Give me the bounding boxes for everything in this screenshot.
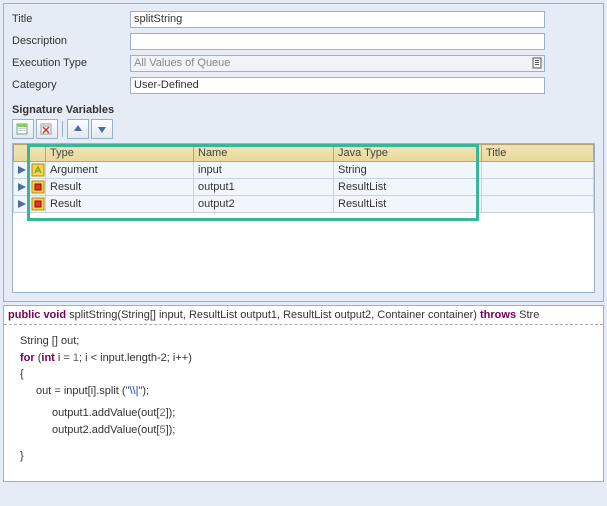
execution-type-label: Execution Type	[12, 57, 130, 69]
description-input[interactable]	[130, 33, 545, 50]
cell-title	[482, 179, 594, 196]
col-javatype[interactable]: Java Type	[334, 145, 482, 162]
add-row-button[interactable]	[12, 119, 34, 139]
cell-name: output2	[194, 196, 334, 213]
table-row[interactable]: Result output2 ResultList	[14, 196, 594, 213]
signature-heading: Signature Variables	[12, 104, 595, 116]
table-row[interactable]: Argument input String	[14, 162, 594, 179]
kw-public-void: public void	[8, 309, 66, 321]
method-signature: public void splitString(String[] input, …	[4, 306, 603, 325]
cell-jtype: String	[334, 162, 482, 179]
kw-throws: throws	[480, 309, 516, 321]
code-editor[interactable]: String [] out; for (int i = 1; i < input…	[4, 325, 603, 471]
cell-title	[482, 162, 594, 179]
code-panel: public void splitString(String[] input, …	[3, 305, 604, 482]
row-marker-icon	[14, 162, 30, 179]
category-label: Category	[12, 79, 130, 91]
cell-jtype: ResultList	[334, 196, 482, 213]
category-input[interactable]	[130, 77, 545, 94]
row-marker-icon	[14, 196, 30, 213]
signature-table-container: Type Name Java Type Title Argument input…	[12, 143, 595, 293]
description-label: Description	[12, 35, 130, 47]
cell-type: Argument	[46, 162, 194, 179]
cell-title	[482, 196, 594, 213]
col-name[interactable]: Name	[194, 145, 334, 162]
signature-toolbar	[12, 119, 595, 139]
col-type[interactable]: Type	[46, 145, 194, 162]
delete-row-button[interactable]	[36, 119, 58, 139]
col-title[interactable]: Title	[482, 145, 594, 162]
signature-table: Type Name Java Type Title Argument input…	[13, 144, 594, 213]
cell-type: Result	[46, 179, 194, 196]
title-label: Title	[12, 13, 130, 25]
cell-type: Result	[46, 196, 194, 213]
result-icon	[30, 179, 46, 196]
argument-icon	[30, 162, 46, 179]
cell-name: output1	[194, 179, 334, 196]
cell-jtype: ResultList	[334, 179, 482, 196]
row-marker-icon	[14, 179, 30, 196]
properties-panel: Title Description Execution Type Categor…	[3, 3, 604, 302]
title-input[interactable]	[130, 11, 545, 28]
execution-type-select[interactable]	[130, 55, 545, 72]
cell-name: input	[194, 162, 334, 179]
result-icon	[30, 196, 46, 213]
table-row[interactable]: Result output1 ResultList	[14, 179, 594, 196]
move-up-button[interactable]	[67, 119, 89, 139]
move-down-button[interactable]	[91, 119, 113, 139]
